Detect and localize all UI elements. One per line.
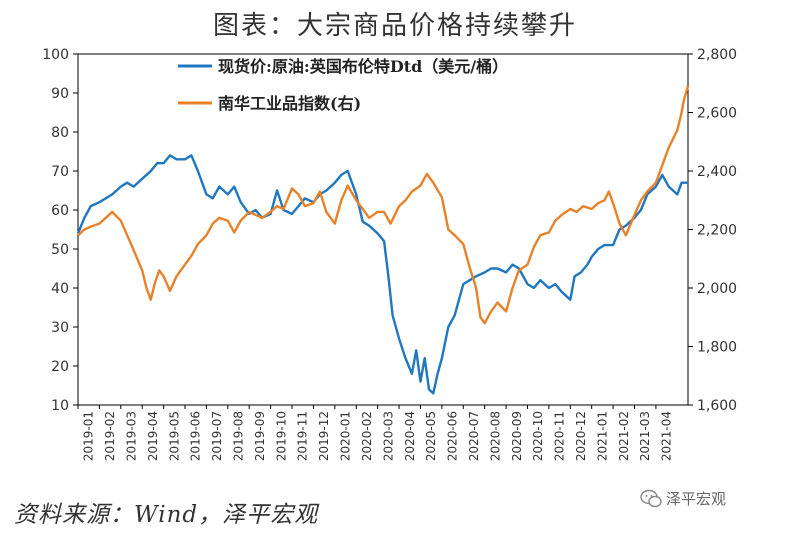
y-left-tick-label: 40 (51, 281, 69, 297)
y-left-tick-label: 30 (51, 320, 69, 336)
x-tick-label: 2020-11 (553, 411, 567, 461)
x-tick-label: 2019-11 (296, 411, 310, 461)
x-tick-label: 2020-10 (531, 411, 545, 461)
series-lines (76, 85, 690, 395)
y-left-tick-label: 70 (51, 164, 69, 180)
y-right-tick-label: 1,800 (697, 340, 737, 356)
x-tick-label: 2020-05 (424, 411, 438, 461)
watermark: 泽平宏观 (640, 488, 726, 509)
source-note: 资料来源：Wind，泽平宏观 (14, 502, 319, 528)
y-right-tick-label: 2,400 (697, 164, 737, 180)
x-tick-label: 2020-04 (403, 411, 417, 461)
series-line-nanhua (77, 85, 690, 325)
y-right-tick-label: 2,000 (697, 281, 737, 297)
x-tick-label: 2019-04 (146, 411, 160, 461)
x-tick-label: 2019-09 (253, 411, 267, 461)
legend-label: 现货价:原油:英国布伦特Dtd（美元/桶） (218, 57, 508, 76)
x-tick-label: 2019-02 (103, 411, 117, 461)
series-line-brent (76, 154, 688, 395)
y-left-tick-label: 10 (51, 398, 69, 414)
x-tick-label: 2019-03 (125, 411, 139, 461)
wechat-icon (640, 489, 662, 507)
y-left-tick-label: 90 (51, 86, 69, 102)
x-tick-label: 2021-02 (617, 411, 631, 461)
y-left-axis: 10 20 30 40 50 60 70 80 90 100 (42, 47, 78, 414)
x-tick-label: 2021-03 (638, 411, 652, 461)
x-tick-label: 2020-12 (574, 411, 588, 461)
x-tick-label: 2019-01 (82, 411, 96, 461)
x-tick-label: 2020-03 (381, 411, 395, 461)
x-tick-label: 2019-05 (167, 411, 181, 461)
y-right-tick-label: 2,600 (697, 106, 737, 122)
y-left-tick-label: 100 (42, 47, 69, 63)
y-left-tick-label: 80 (51, 125, 69, 141)
watermark-text: 泽平宏观 (666, 490, 727, 508)
x-tick-label: 2019-10 (274, 411, 288, 461)
x-tick-label: 2019-06 (189, 411, 203, 461)
y-right-tick-label: 1,600 (697, 398, 737, 414)
y-right-tick-label: 2,800 (697, 47, 737, 63)
y-left-tick-label: 50 (51, 242, 69, 258)
x-axis: 2019-01 2019-02 2019-03 2019-04 2019-05 2019-… (77, 405, 674, 461)
plot-border (77, 53, 689, 406)
x-tick-label: 2020-01 (339, 411, 353, 461)
plot-frame (77, 53, 689, 406)
x-tick-label: 2019-12 (317, 411, 331, 461)
x-tick-label: 2020-08 (488, 411, 502, 461)
x-tick-label: 2020-02 (360, 411, 374, 461)
page-title: 图表：大宗商品价格持续攀升 (212, 11, 577, 41)
x-tick-label: 2021-01 (595, 411, 609, 461)
x-tick-label: 2020-09 (510, 411, 524, 461)
y-left-tick-label: 60 (51, 203, 69, 219)
x-tick-label: 2020-06 (446, 411, 460, 461)
y-right-tick-label: 2,200 (697, 223, 737, 239)
x-tick-label: 2020-07 (467, 411, 481, 461)
legend-label: 南华工业品指数(右) (218, 94, 361, 113)
y-right-axis: 1,600 1,800 2,000 2,200 2,400 2,600 2,800 (688, 47, 737, 414)
x-tick-label: 2019-08 (232, 411, 246, 461)
x-tick-label: 2021-04 (660, 411, 674, 461)
y-left-tick-label: 20 (51, 359, 69, 375)
legend: 现货价:原油:英国布伦特Dtd（美元/桶） 南华工业品指数(右) (178, 57, 508, 113)
x-tick-label: 2019-07 (210, 411, 224, 461)
